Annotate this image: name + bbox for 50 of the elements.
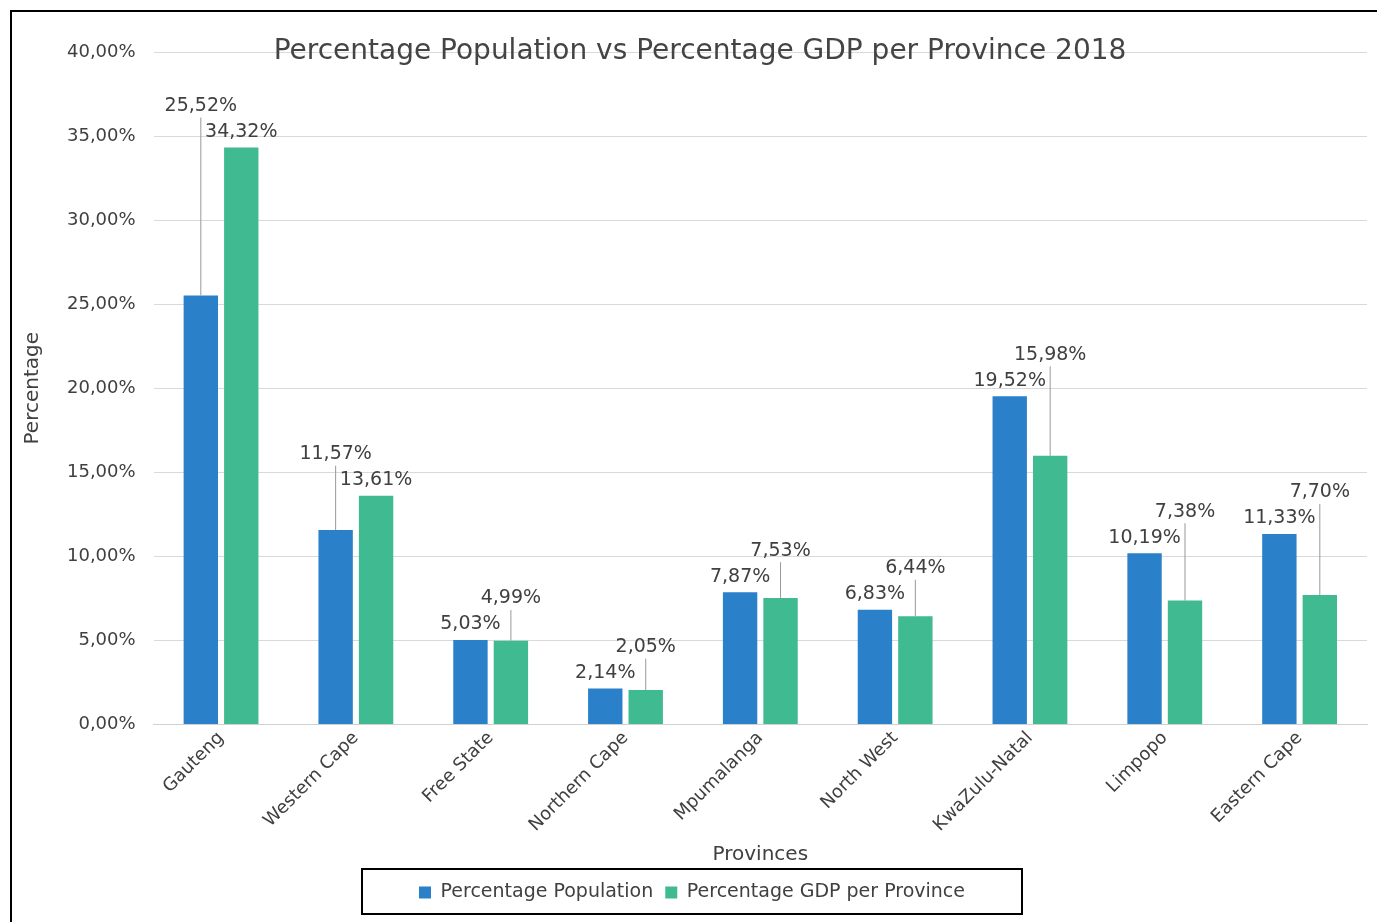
bar	[453, 639, 488, 725]
data-label: 2,05%	[615, 634, 676, 656]
bar	[318, 530, 353, 725]
y-tick-label: 5,00%	[78, 628, 136, 650]
data-label: 7,70%	[1289, 479, 1350, 502]
data-label: 7,87%	[709, 563, 771, 586]
data-label: 11,33%	[1243, 505, 1316, 528]
bar	[224, 147, 259, 725]
y-axis-title: Percentage	[19, 332, 44, 445]
data-label: 15,98%	[1013, 341, 1087, 364]
bar	[857, 609, 893, 725]
data-label: 6,83%	[844, 581, 906, 604]
data-label: 4,99%	[480, 585, 542, 608]
data-label: 25,52%	[164, 92, 238, 115]
bar	[183, 295, 219, 725]
data-label: 19,52%	[973, 367, 1046, 390]
bar	[722, 592, 758, 725]
y-tick-label: 35,00%	[66, 123, 136, 145]
y-tick-label: 10,00%	[66, 544, 136, 566]
y-tick-label: 20,00%	[66, 375, 136, 397]
bar	[628, 690, 663, 725]
y-tick-label: 15,00%	[66, 460, 136, 482]
bar	[763, 597, 798, 725]
y-tick-label: 0,00%	[78, 712, 136, 734]
data-label: 13,61%	[339, 467, 413, 490]
bar	[1032, 455, 1068, 725]
legend-label: Percentage GDP per Province	[686, 879, 965, 902]
data-label: 10,19%	[1108, 524, 1181, 547]
bar	[1127, 553, 1162, 725]
y-tick-label: 40,00%	[66, 39, 136, 61]
chart-title: Percentage Population vs Percentage GDP per Province 2018	[272, 32, 1128, 68]
data-label: 6,44%	[885, 555, 946, 578]
bar	[493, 640, 529, 725]
data-label: 11,57%	[299, 441, 372, 464]
data-label: 5,03%	[440, 611, 501, 634]
x-axis-title: Provinces	[712, 841, 809, 866]
bar	[358, 495, 394, 725]
bar	[1167, 600, 1203, 725]
data-label: 34,32%	[205, 118, 278, 141]
bar	[898, 616, 933, 725]
bar	[588, 688, 623, 725]
y-tick-label: 30,00%	[66, 207, 136, 229]
data-label: 7,38%	[1154, 498, 1216, 521]
data-label: 7,53%	[750, 537, 811, 560]
y-tick-label: 25,00%	[66, 291, 136, 313]
bar	[992, 396, 1027, 725]
bar	[1302, 595, 1337, 725]
data-label: 2,14%	[575, 660, 636, 682]
legend-label: Percentage Population	[440, 879, 654, 902]
bar	[1262, 534, 1297, 725]
